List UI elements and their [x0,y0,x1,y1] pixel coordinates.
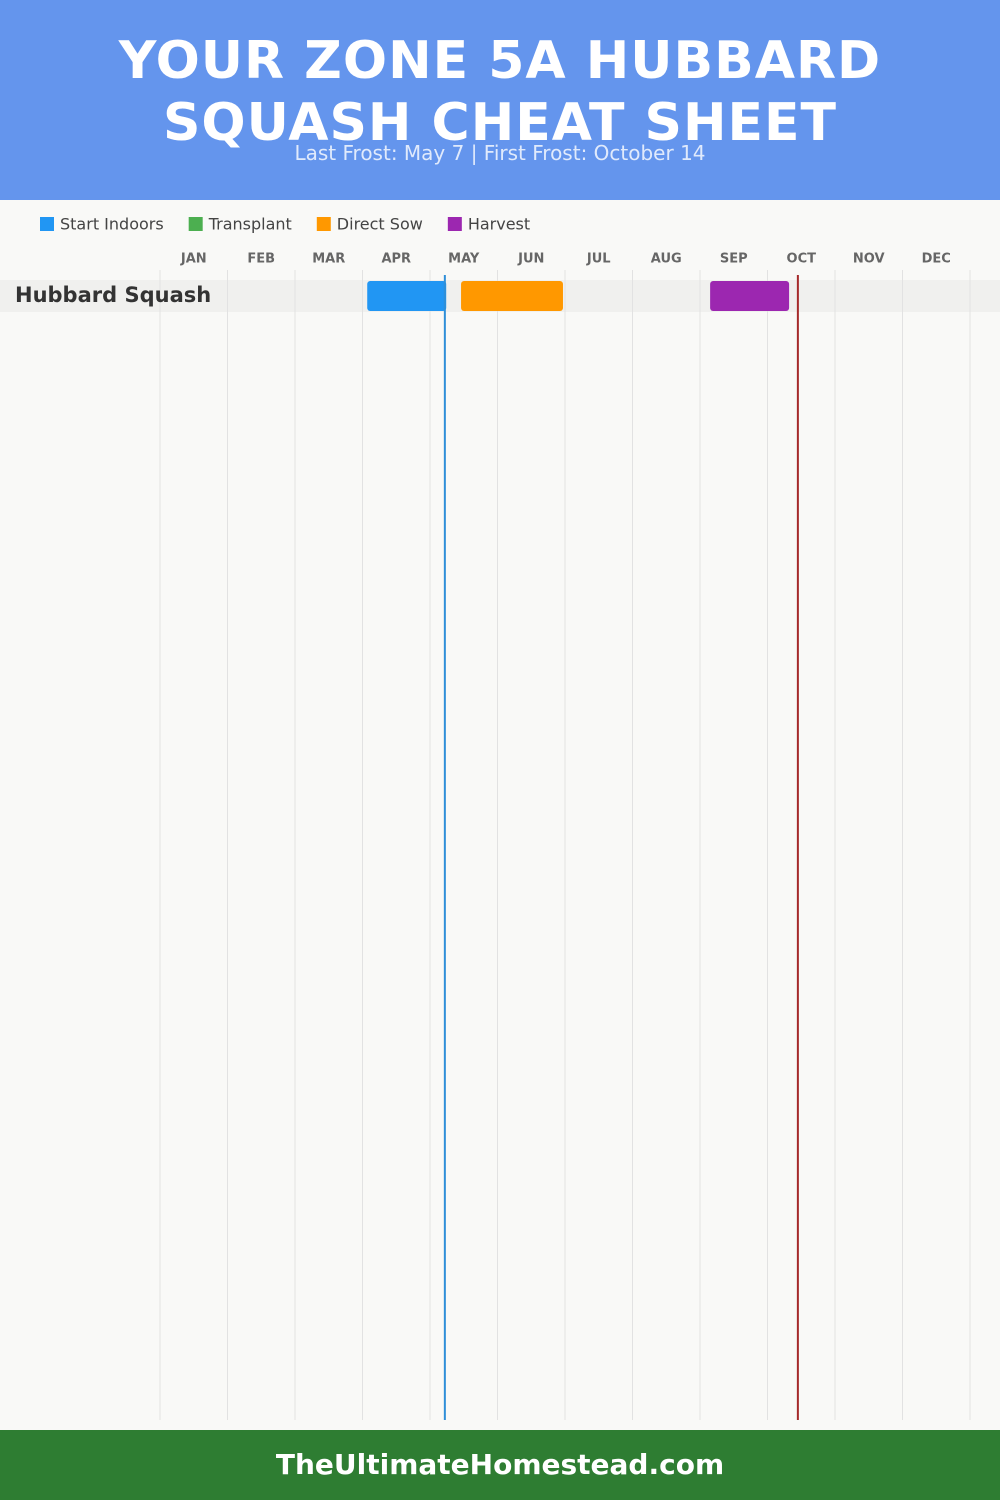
x-tick-label: DEC [922,252,951,267]
x-tick-label: NOV [853,252,885,267]
x-tick-label: MAR [312,252,345,267]
x-tick-label: OCT [787,252,817,267]
x-tick-label: MAY [448,252,480,267]
x-tick-label: AUG [651,252,682,267]
x-tick-label: APR [381,252,411,267]
x-tick-label: SEP [720,252,748,267]
legend-label: Start Indoors [60,215,164,234]
row-label: Hubbard Squash [15,283,211,307]
bar [461,281,563,311]
legend-label: Transplant [208,215,292,234]
x-tick-label: JUN [517,252,544,267]
footer: TheUltimateHomestead.com [0,1430,1000,1500]
chart: Start Indoors Transplant Direct Sow Harvest… [0,215,1000,1420]
legend-swatch [316,217,331,231]
x-tick-label: FEB [247,252,275,267]
legend-label: Direct Sow [337,215,423,234]
subtitle: Last Frost: May 7 | First Frost: October… [294,141,706,165]
header: YOUR ZONE 5A HUBBARD SQUASH CHEAT SHEET … [0,0,1000,200]
x-tick-label: JUL [586,252,611,267]
x-tick-label: JAN [180,252,207,267]
legend-swatch [447,217,462,231]
title: YOUR ZONE 5A HUBBARD SQUASH CHEAT SHEET [118,31,882,153]
bar [710,281,790,311]
legend-swatch [188,217,203,231]
legend-swatch [40,217,54,231]
legend-label: Harvest [468,215,530,234]
bar [367,281,447,311]
